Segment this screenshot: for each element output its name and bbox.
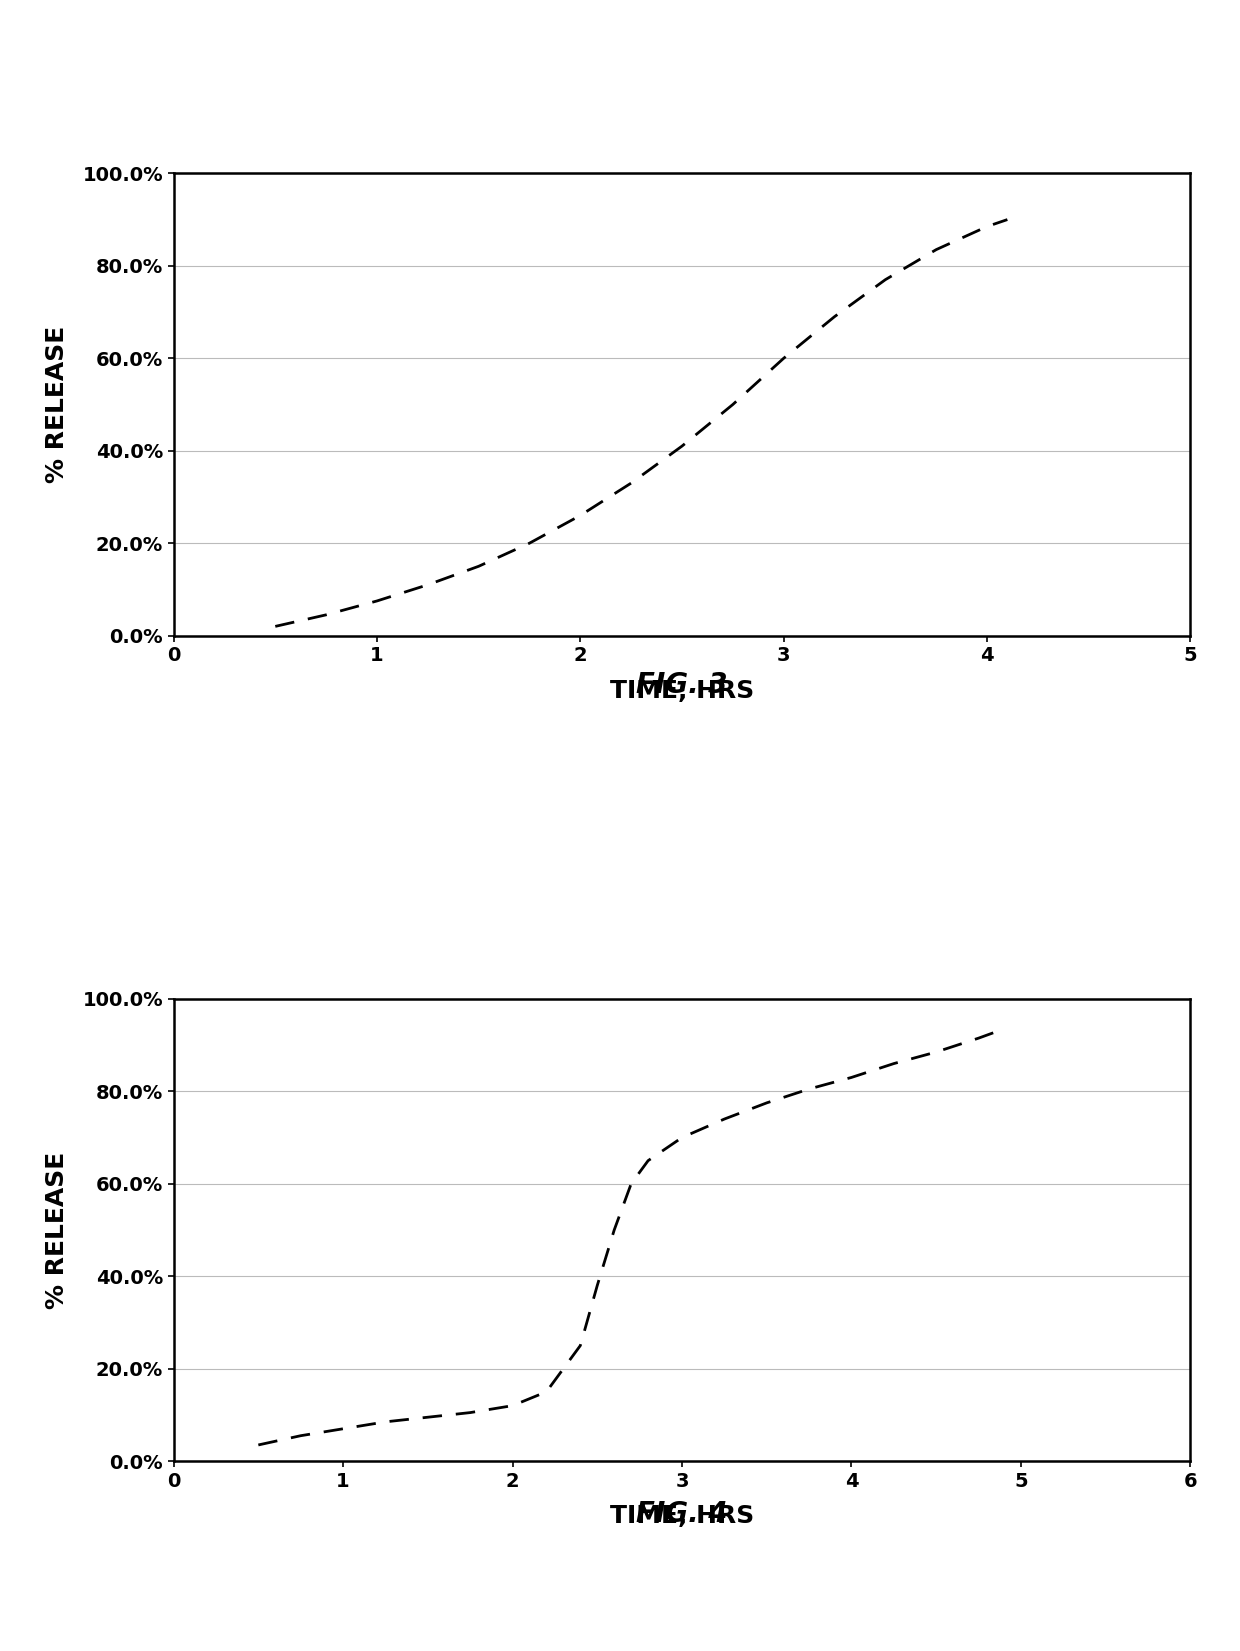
X-axis label: TIME, HRS: TIME, HRS — [610, 1504, 754, 1529]
Text: FIG. 3: FIG. 3 — [636, 672, 728, 698]
X-axis label: TIME, HRS: TIME, HRS — [610, 679, 754, 703]
Y-axis label: % RELEASE: % RELEASE — [45, 325, 68, 484]
Text: FIG. 4: FIG. 4 — [636, 1501, 728, 1527]
Y-axis label: % RELEASE: % RELEASE — [45, 1151, 68, 1309]
